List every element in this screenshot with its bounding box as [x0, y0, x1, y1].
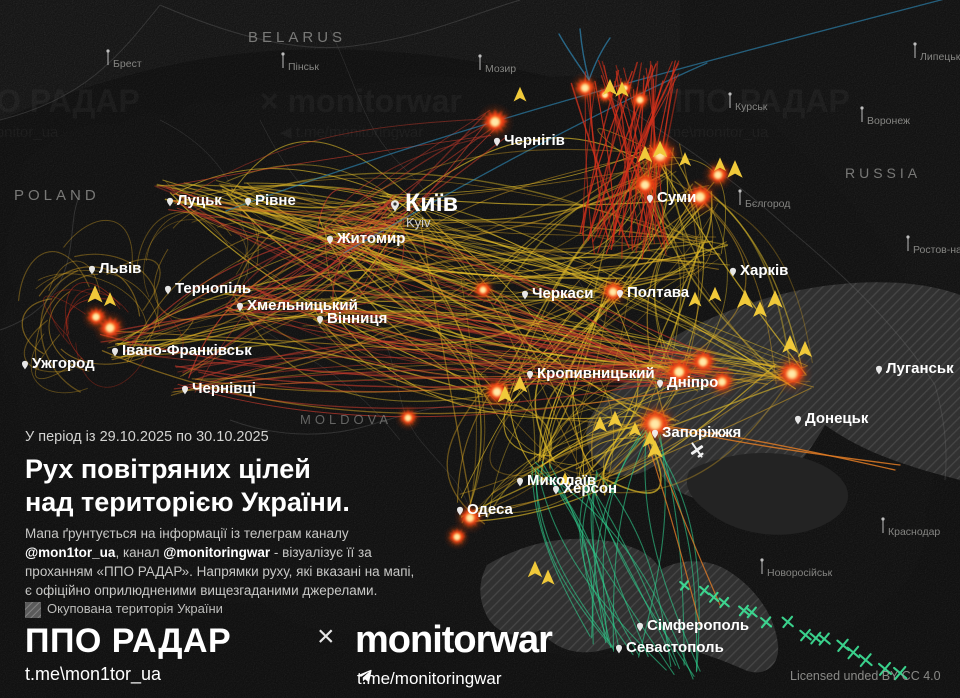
- svg-text:Тернопіль: Тернопіль: [175, 280, 251, 297]
- svg-text:Ужгород: Ужгород: [32, 355, 95, 372]
- svg-text:Херсон: Херсон: [563, 480, 617, 497]
- svg-text:BELARUS: BELARUS: [248, 29, 346, 46]
- svg-text:Краснодар: Краснодар: [888, 526, 940, 538]
- svg-text:Бєлгород: Бєлгород: [745, 198, 790, 210]
- svg-text:Харків: Харків: [740, 262, 788, 279]
- svg-text:Суми: Суми: [657, 189, 696, 206]
- svg-text:Пінськ: Пінськ: [288, 61, 319, 73]
- svg-text:Донецьк: Донецьк: [805, 410, 869, 427]
- svg-text:Дніпро: Дніпро: [667, 374, 718, 391]
- svg-text:Київ: Київ: [405, 189, 458, 217]
- svg-text:Липецьк: Липецьк: [920, 51, 960, 63]
- svg-text:Kyiv: Kyiv: [406, 215, 431, 230]
- svg-text:Брест: Брест: [113, 58, 142, 70]
- svg-text:Івано-Франківськ: Івано-Франківськ: [122, 342, 252, 359]
- svg-text:Полтава: Полтава: [627, 284, 690, 301]
- svg-text:Курськ: Курськ: [735, 101, 768, 113]
- svg-text:Луцьк: Луцьк: [177, 192, 222, 209]
- svg-text:Львів: Львів: [99, 260, 141, 277]
- svg-text:Луганськ: Луганськ: [886, 360, 954, 377]
- svg-text:Чернігів: Чернігів: [504, 132, 565, 149]
- svg-text:Запоріжжя: Запоріжжя: [662, 424, 741, 441]
- svg-text:Кропивницький: Кропивницький: [537, 365, 655, 382]
- svg-text:Рівне: Рівне: [255, 192, 296, 209]
- svg-text:Вінниця: Вінниця: [327, 310, 387, 327]
- svg-text:Новоросійськ: Новоросійськ: [767, 567, 833, 579]
- svg-text:Ростов-на-Дону: Ростов-на-Дону: [913, 244, 960, 256]
- svg-text:Черкаси: Черкаси: [532, 285, 593, 302]
- svg-text:t.me\monitor_ua: t.me\monitor_ua: [0, 124, 59, 141]
- svg-text:POLAND: POLAND: [14, 187, 100, 204]
- svg-text:Одеса: Одеса: [467, 501, 513, 518]
- svg-text:Житомир: Житомир: [336, 230, 405, 247]
- svg-text:Чернівці: Чернівці: [192, 380, 256, 397]
- svg-text:Мозир: Мозир: [485, 63, 516, 75]
- svg-text:Воронеж: Воронеж: [867, 115, 910, 127]
- svg-text:RUSSIA: RUSSIA: [845, 165, 921, 181]
- svg-text:× monitorwar: × monitorwar: [260, 83, 462, 119]
- svg-text:MOLDOVA: MOLDOVA: [300, 412, 392, 427]
- svg-text:t.me\monitor_ua: t.me\monitor_ua: [660, 124, 769, 141]
